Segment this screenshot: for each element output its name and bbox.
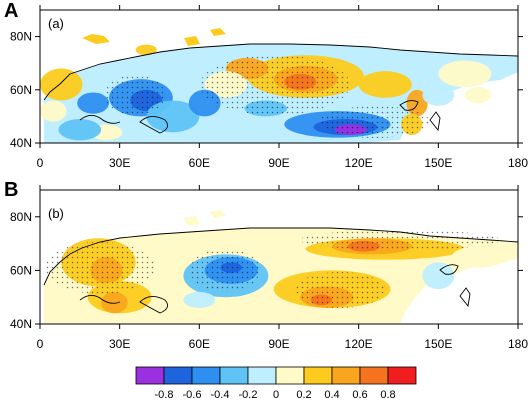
panel-a-x-tick-label: 180 (508, 156, 528, 170)
colorbar-swatch (303, 366, 333, 385)
panel-b-stipple (40, 190, 518, 324)
colorbar-swatch (219, 366, 249, 385)
panel-a-x-tick-label: 60E (189, 156, 210, 170)
panel-a-stipple (40, 10, 518, 143)
colorbar-swatch (275, 366, 305, 385)
panel-b-coastline (43, 227, 518, 314)
panel-b-x-tick-label: 60E (189, 337, 210, 351)
panel-b-x-tick-label: 90E (268, 337, 289, 351)
panel-a-y-tick-label: 40N (10, 136, 32, 150)
colorbar-swatch (163, 366, 193, 385)
panel-b-y-tick-label: 60N (10, 263, 32, 277)
panel-a: (a) 0 30E 60E 90E 120E 150E 180 80N 60N 40N (10, 5, 528, 170)
panel-a-x-tick-label: 120E (345, 156, 373, 170)
panel-a-x-tick-label: 150E (424, 156, 452, 170)
panel-b-y-tick-label: 80N (10, 210, 32, 224)
panel-b: (b) 0 30E 60E 90E 120E 150E 180 80N 60N 40N (10, 185, 528, 351)
panel-b-label: (b) (48, 206, 64, 221)
colorbar-label: 0.6 (352, 389, 367, 401)
colorbar-label: -0.4 (211, 389, 230, 401)
panel-b-x-tick-label: 120E (345, 337, 373, 351)
panel-b-x-tick-label: 0 (37, 337, 44, 351)
panel-b-x-tick-label: 30E (109, 337, 130, 351)
panel-b-x-tick-label: 180 (508, 337, 528, 351)
panel-a-axes: 0 30E 60E 90E 120E 150E 180 80N 60N 40N (10, 5, 528, 170)
colorbar-swatch (359, 366, 389, 385)
colorbar-swatch (387, 366, 417, 385)
panel-b-x-tick-label: 150E (424, 337, 452, 351)
panel-a-coastline (43, 43, 518, 134)
panel-a-label: (a) (48, 16, 64, 31)
colorbar-label: 0.8 (380, 389, 395, 401)
colorbar-label: 0.2 (296, 389, 311, 401)
colorbar-label: -0.8 (155, 389, 174, 401)
panel-a-x-tick-label: 0 (37, 156, 44, 170)
panel-b-axes: 0 30E 60E 90E 120E 150E 180 80N 60N 40N (10, 185, 528, 351)
colorbar-label: 0.4 (324, 389, 339, 401)
colorbar-label: -0.2 (239, 389, 258, 401)
colorbar-swatch (331, 366, 361, 385)
panel-a-x-tick-label: 30E (109, 156, 130, 170)
colorbar-label: -0.6 (183, 389, 202, 401)
panel-a-y-tick-label: 60N (10, 83, 32, 97)
panel-b-letter: B (4, 179, 19, 201)
colorbar: -0.8 -0.6 -0.4 -0.2 0 0.2 0.4 0.6 0.8 (135, 366, 417, 401)
panel-a-letter: A (4, 0, 19, 22)
colorbar-swatch (191, 366, 221, 385)
panel-b-y-tick-label: 40N (10, 317, 32, 331)
panel-a-x-tick-label: 90E (268, 156, 289, 170)
panel-a-y-tick-label: 80N (10, 30, 32, 44)
colorbar-label: 0 (273, 389, 279, 401)
colorbar-swatch (247, 366, 277, 385)
colorbar-swatch (135, 366, 165, 385)
